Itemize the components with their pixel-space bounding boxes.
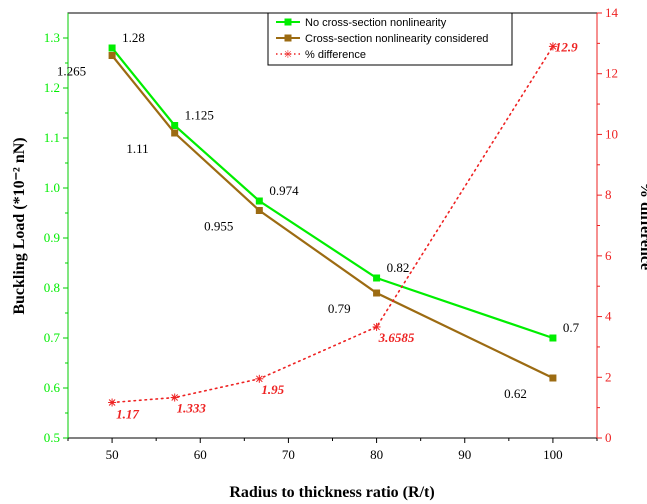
left-y-tick-label: 1.2	[44, 80, 60, 95]
left-y-tick-label: 1.1	[44, 130, 60, 145]
right-y-tick-label: 12	[605, 66, 618, 81]
left-y-tick-label: 0.8	[44, 280, 60, 295]
left-y-tick-label: 0.5	[44, 430, 60, 445]
series-0-point	[549, 334, 557, 342]
pct-point	[255, 374, 264, 383]
pct-point	[108, 398, 117, 407]
series-0-point	[108, 44, 116, 52]
pct-point	[372, 322, 381, 331]
series-line-0	[110, 46, 555, 340]
x-axis-title: Radius to thickness ratio (R/t)	[229, 484, 434, 501]
data-labels-layer: 1.28 1.125 0.974 0.82 0.7 1.265 1.11 0.955 0.79 0…	[57, 30, 580, 421]
legend-swatch-marker: ✳	[283, 48, 292, 61]
series-0-point	[255, 197, 263, 205]
pct-data-label: 3.6585	[378, 330, 415, 345]
pct-point	[548, 42, 557, 51]
x-tick-label: 60	[194, 447, 207, 462]
pct-data-label: 1.17	[116, 406, 139, 421]
series-1-point	[373, 289, 381, 297]
right-y-tick-label: 6	[605, 248, 612, 263]
x-tick-label: 50	[106, 447, 119, 462]
x-tick-label: 90	[458, 447, 471, 462]
pct-data-label: 1.95	[261, 382, 284, 397]
series-layer	[108, 42, 557, 407]
series-1-point	[108, 52, 116, 59]
series-line-1	[110, 54, 555, 380]
right-y-tick-label: 0	[605, 430, 612, 445]
data-label: 0.79	[328, 301, 351, 316]
data-label: 0.7	[563, 320, 580, 335]
series-1-point	[255, 207, 263, 214]
series-line-2	[111, 45, 554, 404]
plot-frame	[67, 12, 598, 439]
pct-data-label: 1.333	[177, 401, 207, 416]
data-label: 1.265	[57, 64, 86, 79]
series-1-point	[171, 129, 179, 137]
data-label: 1.125	[185, 108, 214, 123]
legend-label: No cross-section nonlinearity	[305, 17, 447, 29]
series-1-point	[549, 374, 557, 382]
data-label: 0.82	[387, 260, 410, 275]
data-label: 1.11	[126, 141, 148, 156]
right-y-axis-title: % difference	[637, 182, 647, 270]
left-y-axis-title: Buckling Load (*10⁻² nN)	[11, 137, 28, 314]
legend-swatch-marker	[284, 34, 292, 42]
left-y-tick-label: 1.0	[44, 180, 60, 195]
x-tick-label: 70	[282, 447, 295, 462]
left-y-axis: 0.5 0.6 0.7 0.8 0.9 1.0 1.1 1.2 1.3	[44, 13, 69, 445]
pct-data-label: 12.9	[555, 39, 578, 54]
series-0-point	[171, 122, 179, 129]
right-y-tick-label: 4	[605, 309, 612, 324]
data-label: 1.28	[122, 30, 145, 45]
legend-swatch-marker	[284, 18, 292, 26]
data-label: 0.955	[204, 219, 233, 234]
legend-entries: No cross-section nonlinearity Cross-secti…	[276, 17, 488, 61]
left-y-tick-label: 0.7	[44, 330, 61, 345]
pct-point	[170, 393, 179, 402]
left-y-tick-label: 1.3	[44, 30, 60, 45]
left-y-tick-label: 0.6	[44, 380, 61, 395]
right-y-tick-label: 14	[605, 5, 619, 20]
legend-label: % difference	[305, 49, 366, 61]
right-y-tick-label: 10	[605, 126, 618, 141]
x-axis: 50 60 70 80 90 100	[67, 438, 598, 462]
left-y-tick-label: 0.9	[44, 230, 60, 245]
right-y-tick-label: 8	[605, 187, 612, 202]
right-y-tick-label: 2	[605, 369, 612, 384]
data-label: 0.62	[504, 386, 527, 401]
x-tick-label: 100	[543, 447, 563, 462]
series-0-point	[373, 274, 381, 282]
legend-label: Cross-section nonlinearity considered	[305, 33, 488, 45]
x-tick-label: 80	[370, 447, 383, 462]
legend: No cross-section nonlinearity Cross-secti…	[267, 12, 513, 66]
legend-box	[267, 12, 513, 66]
right-y-axis: 0 2 4 6 8 10 12 14	[596, 5, 619, 445]
data-label: 0.974	[269, 183, 299, 198]
